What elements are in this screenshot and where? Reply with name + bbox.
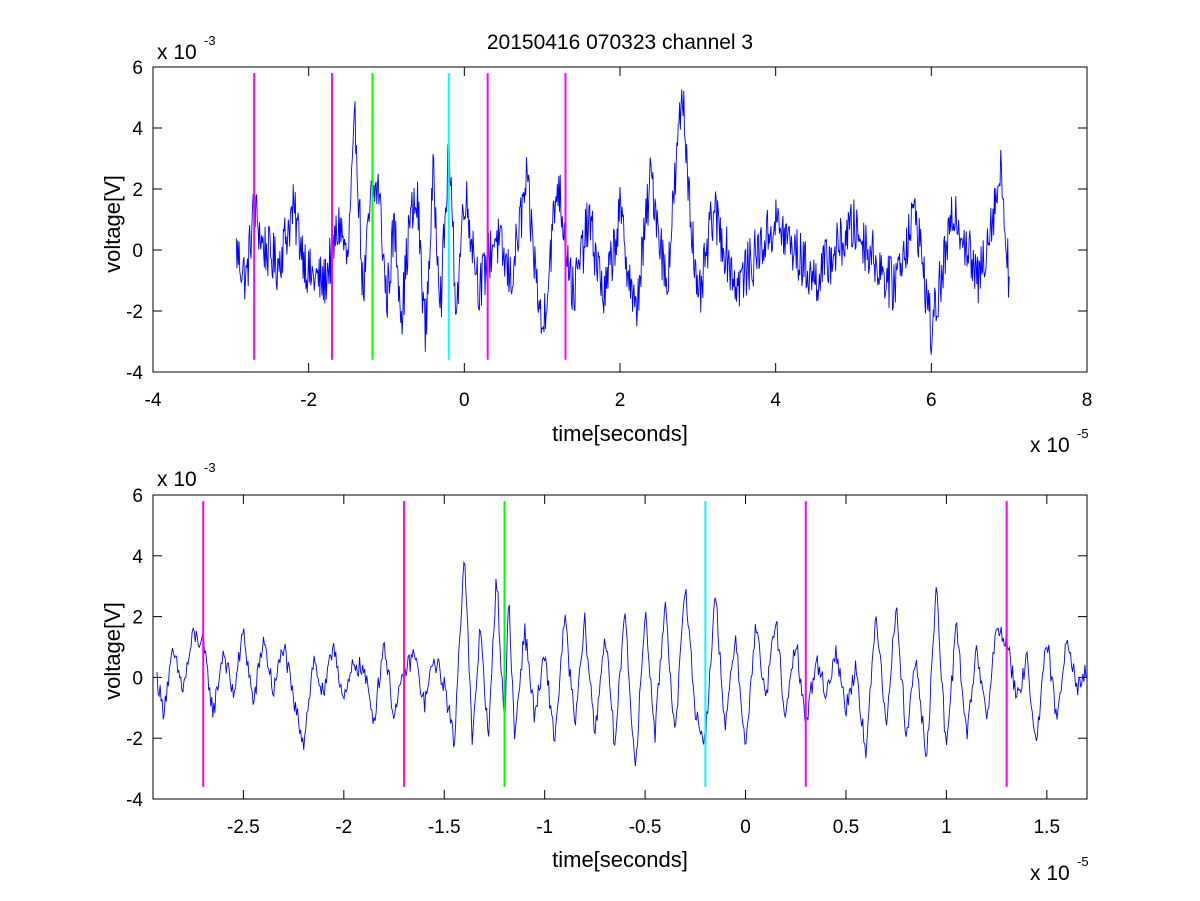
- y-tick-label: 2: [132, 180, 143, 201]
- x-tick-label: -1.5: [428, 817, 461, 838]
- y-tick-label: 4: [132, 547, 143, 568]
- series-line: [156, 560, 1088, 767]
- axes-box: [152, 494, 1088, 800]
- plot-area: -2.5 -2 -1.5 -1 -0.5 0 0.5 1 1.5 -4 -2 0 2 4 6: [126, 486, 1088, 838]
- series-line: [235, 89, 1010, 355]
- x-multiplier: x 10 -5: [1030, 854, 1089, 885]
- y-axis-label: voltage[V]: [100, 175, 125, 273]
- y-tick-label: -4: [126, 363, 143, 384]
- x-tick-label: 1.5: [1034, 817, 1060, 838]
- x-multiplier-base: x 10: [1030, 434, 1070, 457]
- y-multiplier-base: x 10: [157, 41, 197, 64]
- y-tick-label: 0: [132, 668, 143, 689]
- y-multiplier-base: x 10: [157, 468, 197, 491]
- y-tick-label: 2: [132, 608, 143, 629]
- x-tick-label: -2: [300, 390, 317, 411]
- x-multiplier-exponent: -5: [1077, 426, 1089, 441]
- x-tick-label: 1: [941, 817, 952, 838]
- x-tick-label: 2: [615, 390, 626, 411]
- plot-area: -4 -2 0 2 4 6 8 -4 -2 0 2 4 6: [126, 58, 1092, 411]
- x-tick-label: -2.5: [227, 817, 260, 838]
- x-multiplier-base: x 10: [1030, 862, 1070, 885]
- x-tick-label: 0.5: [833, 817, 859, 838]
- y-tick-label: 6: [132, 58, 143, 79]
- x-tick-label: 8: [1082, 390, 1093, 411]
- y-tick-label: -2: [126, 729, 143, 750]
- x-tick-label: -4: [145, 390, 162, 411]
- y-tick-label: 6: [132, 486, 143, 507]
- chart-bottom: x 10 -3 x 10 -5 voltage[V] time[seconds]…: [100, 460, 1089, 885]
- x-tick-label: 0: [740, 817, 751, 838]
- axes-box: [152, 66, 1088, 373]
- x-tick-label: 6: [926, 390, 937, 411]
- y-multiplier: x 10 -3: [157, 33, 216, 64]
- x-tick-label: 4: [770, 390, 781, 411]
- x-tick-label: -0.5: [629, 817, 662, 838]
- x-multiplier: x 10 -5: [1030, 426, 1089, 457]
- y-multiplier-exponent: -3: [204, 33, 216, 48]
- chart-top: 20150416 070323 channel 3 x 10 -3 x 10 -…: [100, 31, 1092, 457]
- x-tick-label: -1: [536, 817, 553, 838]
- x-tick-label: 0: [459, 390, 470, 411]
- y-tick-label: -4: [126, 790, 143, 811]
- chart-title: 20150416 070323 channel 3: [487, 31, 753, 54]
- y-tick-label: 0: [132, 241, 143, 262]
- x-multiplier-exponent: -5: [1077, 854, 1089, 869]
- y-multiplier-exponent: -3: [204, 460, 216, 475]
- y-multiplier: x 10 -3: [157, 460, 216, 491]
- x-axis-label: time[seconds]: [552, 847, 688, 872]
- y-tick-label: -2: [126, 302, 143, 323]
- y-axis-label: voltage[V]: [100, 602, 125, 700]
- x-axis-label: time[seconds]: [552, 421, 688, 446]
- y-tick-label: 4: [132, 119, 143, 140]
- x-tick-label: -2: [335, 817, 352, 838]
